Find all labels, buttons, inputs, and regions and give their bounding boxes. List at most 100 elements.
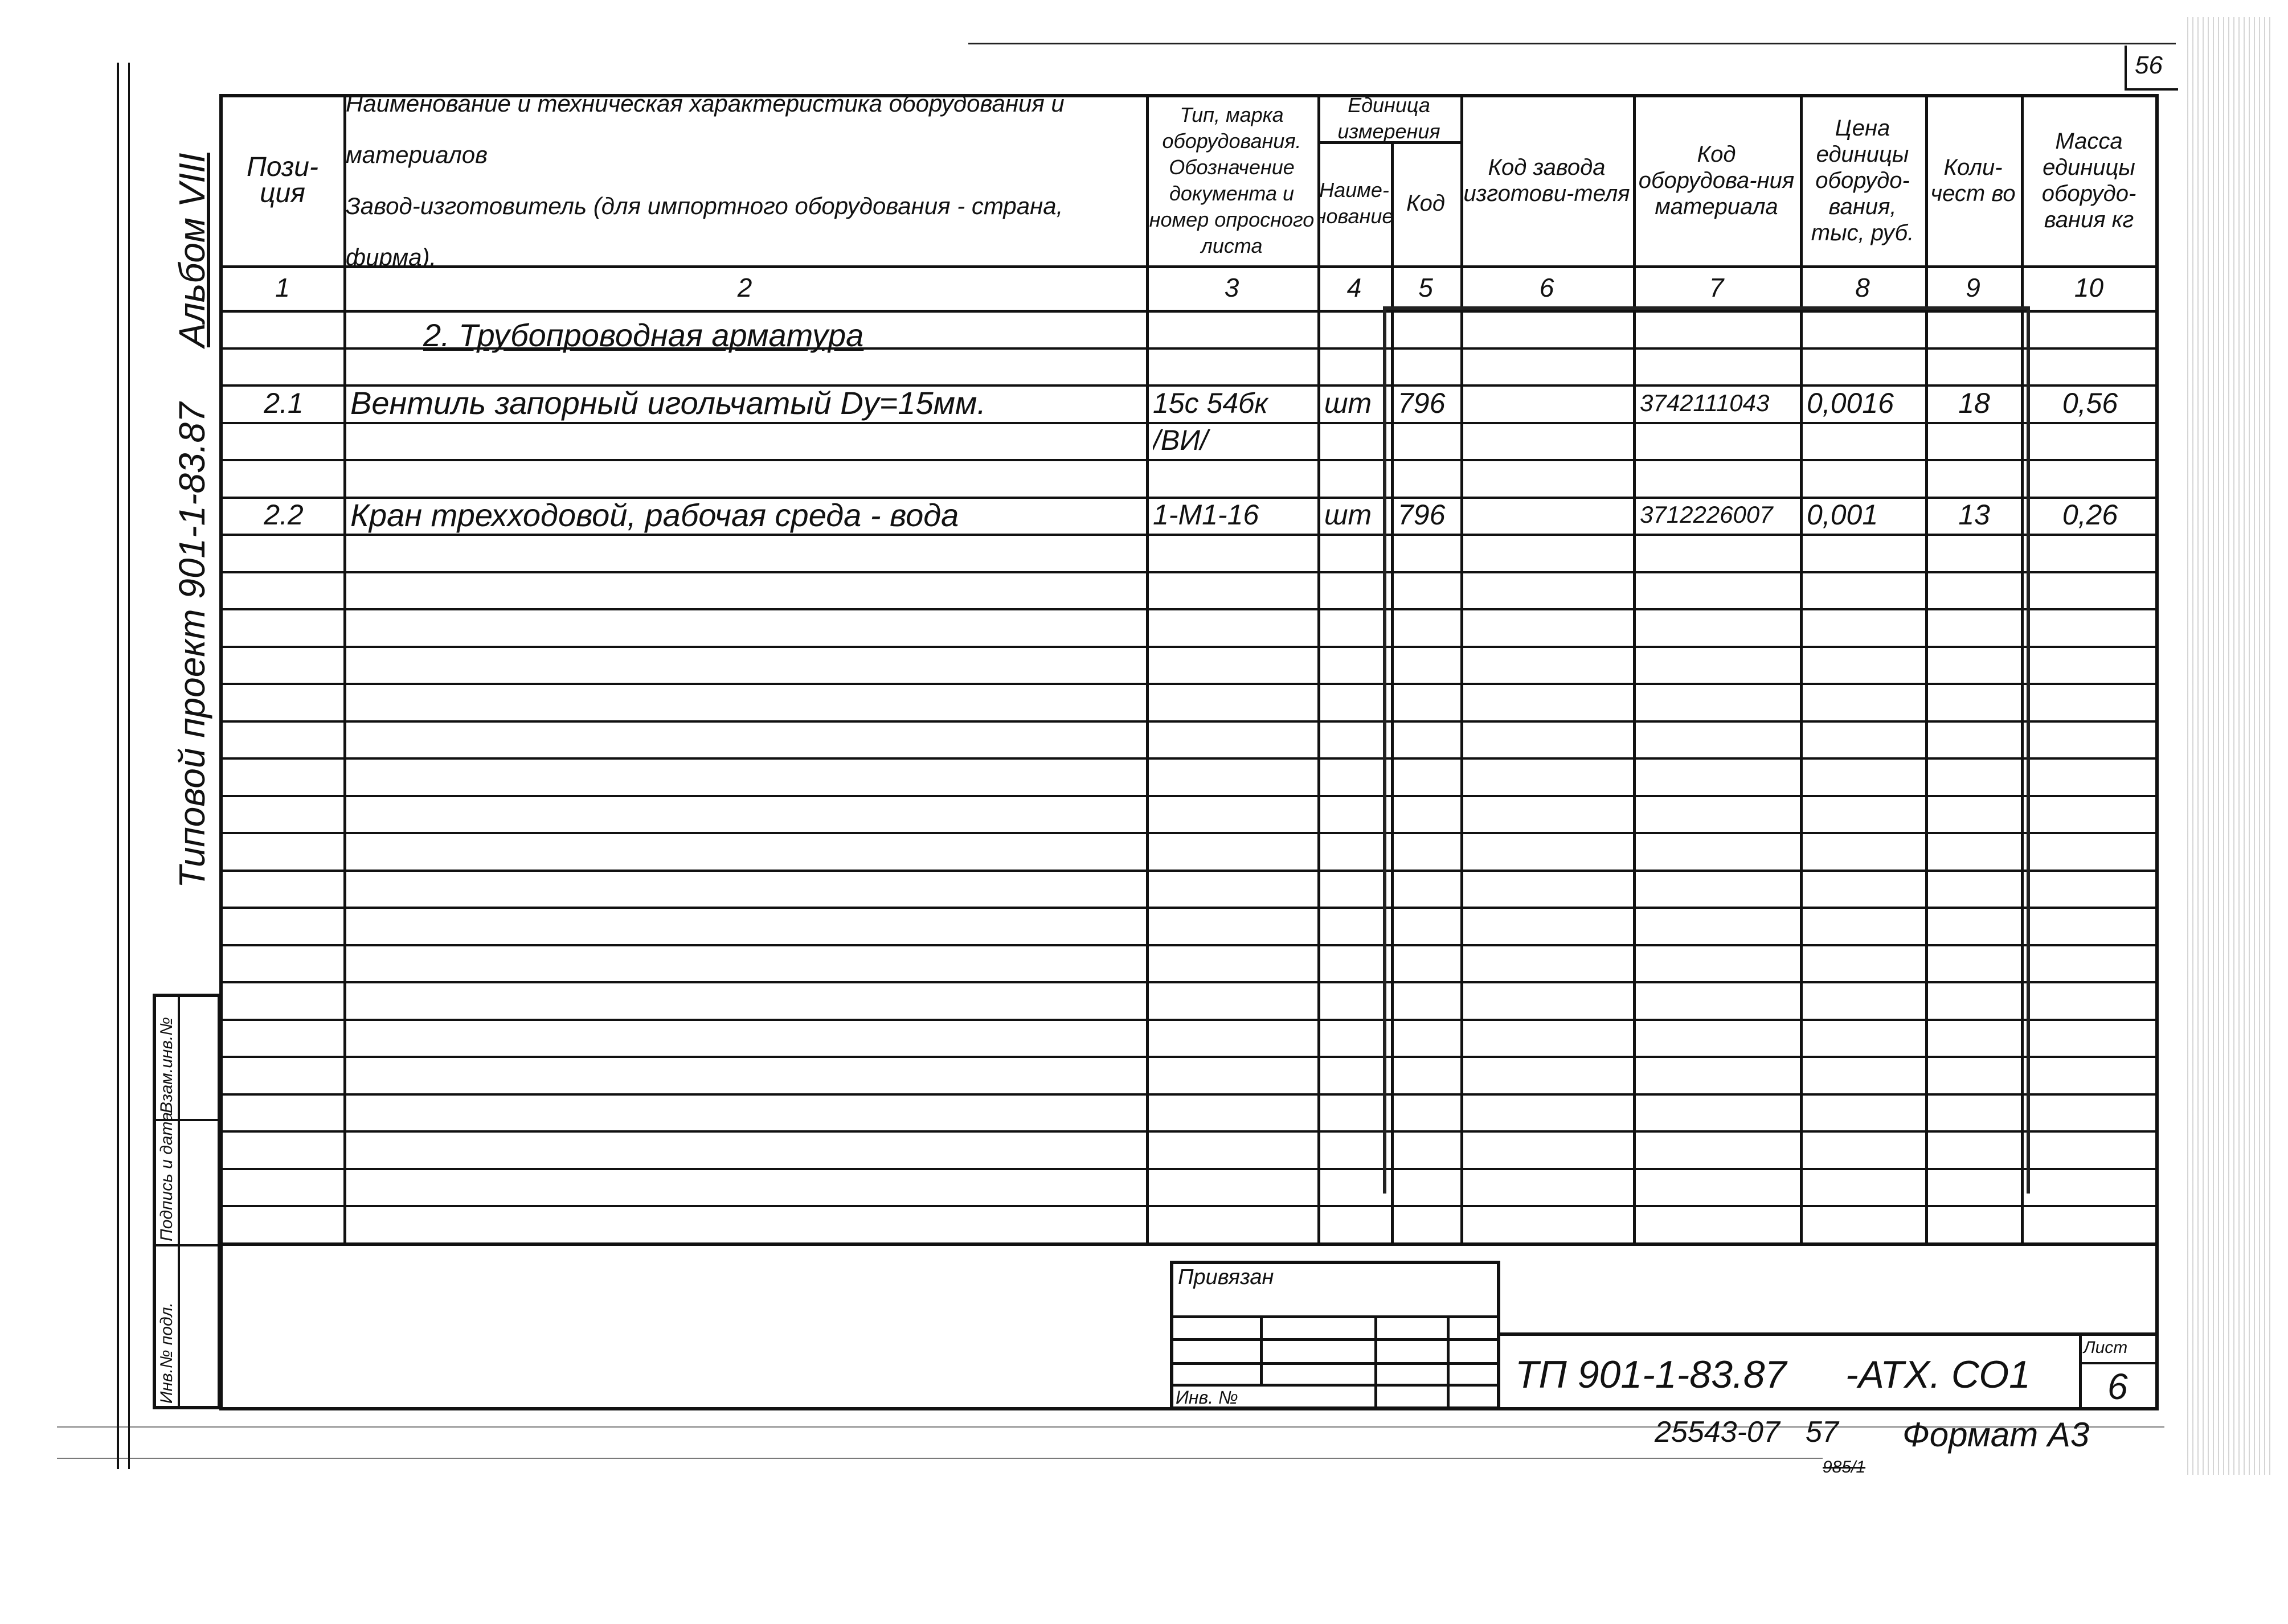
cell-factory-code <box>1467 384 1628 422</box>
row-line <box>222 1167 2157 1170</box>
page-number: 56 <box>2135 51 2163 79</box>
column-number: 6 <box>1539 273 1554 302</box>
title-block-top <box>1498 1332 2159 1336</box>
column-divider <box>343 96 346 1242</box>
cell-factory-code <box>1467 497 1628 534</box>
stamp-row-line <box>153 1119 221 1121</box>
highlight-box <box>1383 306 2030 1194</box>
cell-mass: 0,56 <box>2062 387 2118 419</box>
cell-pos <box>228 422 339 460</box>
cell-unit-name: шт <box>1324 387 1372 419</box>
column-header: Код <box>1406 191 1445 216</box>
row-line <box>222 347 2157 350</box>
number-row-line <box>222 310 2157 313</box>
column-header: Масса единицы оборудо-вания кг <box>2041 129 2136 232</box>
column-number: 4 <box>1346 273 1362 302</box>
tb-line <box>1170 1384 1500 1387</box>
column-header: Пози- ция <box>247 152 318 208</box>
stamp-row-line <box>153 1244 221 1246</box>
archive-mark: 985/1 <box>1823 1458 1866 1477</box>
row-line <box>222 608 2157 610</box>
cell-price: 0,001 <box>1807 499 1878 531</box>
row-line <box>222 1093 2157 1096</box>
column-number: 3 <box>1224 273 1239 302</box>
row-line <box>222 384 2157 387</box>
column-divider <box>1146 96 1149 1242</box>
column-header: Цена единицы оборудо-вания, тыс, руб. <box>1811 116 1914 245</box>
side-title: Типовой проект 901-1-83.87 <box>171 402 213 888</box>
copy-page: 57 <box>1806 1416 1839 1449</box>
column-header: Коли-чест во <box>1930 155 2016 206</box>
album-label: Альбом VIII <box>171 153 213 347</box>
privyazan-label: Привязан <box>1178 1265 1274 1289</box>
column-divider <box>1925 96 1928 1242</box>
cell-factory-code <box>1467 422 1628 460</box>
cell-price <box>1807 422 1921 460</box>
row-line <box>222 981 2157 983</box>
page-number-box: 56 <box>2125 46 2178 91</box>
cell-name: Вентиль запорный игольчатый Dy=15мм. <box>350 385 987 421</box>
column-header: Код завода изготови-теля <box>1463 155 1630 206</box>
cell-equipment-code: 3742111043 <box>1640 389 1770 416</box>
inv-no-label: Инв. № <box>1176 1387 1238 1408</box>
cell-qty <box>1932 422 2016 460</box>
section-heading: 2. Трубопроводная арматура <box>423 317 864 353</box>
column-number: 2 <box>737 273 752 302</box>
column-divider <box>1633 96 1636 1242</box>
row-line <box>222 421 2157 424</box>
left-margin-line-2 <box>128 63 130 1469</box>
cell-unit-code: 796 <box>1398 387 1446 419</box>
stamp-vzam-text: Взам.инв.№ <box>157 1017 176 1113</box>
top-border-line <box>968 43 2176 44</box>
sheet-label-line <box>2079 1362 2159 1364</box>
footer-line-2 <box>57 1458 1823 1459</box>
cell-unit-name <box>1324 422 1386 460</box>
cell-unit-code <box>1398 422 1456 460</box>
unit-group-divider <box>1317 141 1460 144</box>
row-line <box>222 534 2157 536</box>
cell-price: 0,0016 <box>1807 387 1894 419</box>
column-divider <box>1391 141 1394 1242</box>
row-line <box>222 1056 2157 1058</box>
sheet-number: 6 <box>2107 1366 2128 1407</box>
row-line <box>222 459 2157 461</box>
row-line <box>222 869 2157 872</box>
stamp-podpis-text: Подпись и дата <box>157 1112 176 1241</box>
footer-line <box>57 1426 2164 1428</box>
stamp-divider <box>178 994 180 1409</box>
row-line <box>222 720 2157 723</box>
cell-mass: 0,26 <box>2062 499 2118 531</box>
column-number: 7 <box>1709 273 1724 302</box>
cell-pos: 2.1 <box>264 387 304 419</box>
column-number: 10 <box>2074 273 2104 302</box>
format-label: Формат А3 <box>1902 1416 2090 1454</box>
tb-col <box>1374 1315 1377 1409</box>
row-line <box>222 571 2157 573</box>
stamp-inv-text: Инв.№ подл. <box>157 1302 176 1404</box>
cell-qty: 13 <box>1958 499 1990 531</box>
sheet-box-divider <box>2079 1336 2082 1410</box>
album-text: Альбом VIII <box>171 153 212 347</box>
row-line <box>222 496 2157 499</box>
cell-qty: 18 <box>1958 387 1990 419</box>
tb-col <box>1447 1315 1450 1409</box>
cell-type: /ВИ/ <box>1153 424 1208 457</box>
row-line <box>222 944 2157 946</box>
column-header: Тип, марка оборудования. Обозначение док… <box>1149 103 1315 257</box>
header-bottom-line <box>222 265 2157 268</box>
tb-line <box>1170 1338 1500 1341</box>
tb-col <box>1260 1315 1263 1384</box>
cell-name <box>350 422 1141 460</box>
stamp-vzam: Взам.инв.№ <box>157 1017 177 1113</box>
cell-pos: 2.2 <box>264 499 304 531</box>
row-line <box>222 757 2157 760</box>
column-number: 8 <box>1855 273 1870 302</box>
cell-type: 15с 54бк <box>1153 387 1268 419</box>
row-line <box>222 645 2157 648</box>
row-line <box>222 683 2157 685</box>
column-divider <box>2021 96 2024 1242</box>
row-line <box>222 907 2157 909</box>
cell-equipment-code <box>1640 422 1795 460</box>
cell-mass <box>2028 422 2152 460</box>
sheet-label: Лист <box>2084 1338 2128 1357</box>
